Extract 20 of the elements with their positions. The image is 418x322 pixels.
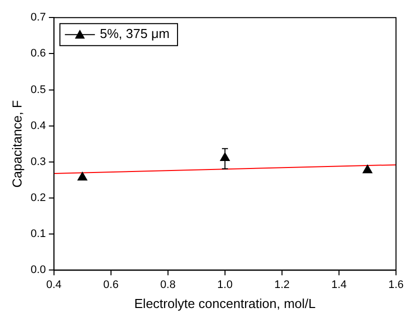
x-tick-label: 0.8 <box>160 278 176 291</box>
x-tick-label: 1.2 <box>274 278 290 291</box>
y-tick-label: 0.5 <box>30 84 46 96</box>
text: 1.0 <box>217 278 233 291</box>
point <box>78 172 88 180</box>
text: 0.0 <box>30 264 46 276</box>
legend-label: 5%, 375 μm <box>100 26 170 42</box>
x-tick-label: 1.4 <box>331 278 347 291</box>
y-tick-label: 0.6 <box>30 48 46 60</box>
y-axis-title: Capacitance, F <box>9 100 24 188</box>
y-tick-label: 0.2 <box>30 192 46 204</box>
y-tick-label: 0.3 <box>30 156 46 168</box>
x-axis-title: Electrolyte concentration, mol/L <box>134 296 316 311</box>
y-tick-label: 0.1 <box>30 228 46 240</box>
x-tick-label: 1.6 <box>388 278 404 291</box>
point <box>362 164 372 174</box>
x-tick-label: 0.6 <box>103 278 119 291</box>
x-tick-label: 0.4 <box>46 278 62 291</box>
y-tick-label: 0.7 <box>30 12 46 24</box>
y-tick-label: 0.4 <box>30 120 46 132</box>
